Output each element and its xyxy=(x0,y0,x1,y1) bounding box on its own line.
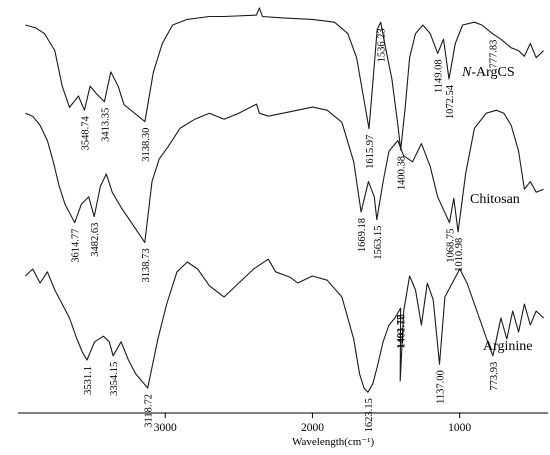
x-axis-ticks: 3000 2000 1000 xyxy=(154,413,471,434)
peak-annotations: 3548.74 3413.35 3138.30 1615.97 1536.23 1400.… xyxy=(71,28,500,432)
peak-label: 1563.15 xyxy=(373,226,384,260)
trace-arginine xyxy=(25,258,544,393)
peak-label: 1536.23 xyxy=(377,28,388,62)
peak-label: 3482.63 xyxy=(90,223,101,257)
x-tick-label: 2000 xyxy=(301,422,324,434)
peak-label: 3138.73 xyxy=(141,248,152,282)
series-label-n-argcs: N-ArgCS xyxy=(461,65,515,80)
peak-label: 1403.77 xyxy=(396,315,407,349)
peak-label: 1400.38 xyxy=(397,156,408,190)
series-label-n-argcs-rest: -ArgCS xyxy=(471,65,514,80)
peak-label: 1137.00 xyxy=(436,370,447,404)
x-tick-label: 1000 xyxy=(448,422,471,434)
peak-label: 1068.75 xyxy=(446,229,457,263)
peak-label: 1615.97 xyxy=(365,135,376,169)
peak-label: 1669.18 xyxy=(357,218,368,252)
series-label-n-argcs-prefix: N xyxy=(461,65,472,80)
peak-label: 3531.1 xyxy=(83,366,94,395)
peak-label: 1623.15 xyxy=(364,398,375,432)
peak-label: 1072.54 xyxy=(445,84,456,119)
peak-label: 3413.35 xyxy=(100,108,111,142)
trace-chitosan xyxy=(25,103,544,243)
x-tick-label: 3000 xyxy=(154,422,177,434)
series-label-arginine: Arginine xyxy=(483,339,533,354)
peak-label: 1401.18 xyxy=(397,314,408,348)
spectra-traces xyxy=(25,7,544,393)
peak-label: 3138.30 xyxy=(141,128,152,162)
peak-label: 777.83 xyxy=(488,40,499,69)
series-label-chitosan: Chitosan xyxy=(470,192,520,207)
trace-n-argcs xyxy=(25,7,544,151)
peak-label: 3548.74 xyxy=(80,115,91,150)
peak-label: 3614.77 xyxy=(71,229,82,263)
peak-label: 1149.08 xyxy=(434,59,445,93)
series-labels: N-ArgCS Chitosan Arginine xyxy=(461,65,533,354)
x-axis: 3000 2000 1000 Wavelength(cm⁻¹) xyxy=(18,412,548,448)
peak-label: 1010.98 xyxy=(454,238,465,272)
x-axis-title: Wavelength(cm⁻¹) xyxy=(292,436,374,448)
peak-label: 773.93 xyxy=(489,362,500,391)
peak-label: 3118.72 xyxy=(144,394,155,428)
peak-label: 3354.15 xyxy=(109,362,120,396)
